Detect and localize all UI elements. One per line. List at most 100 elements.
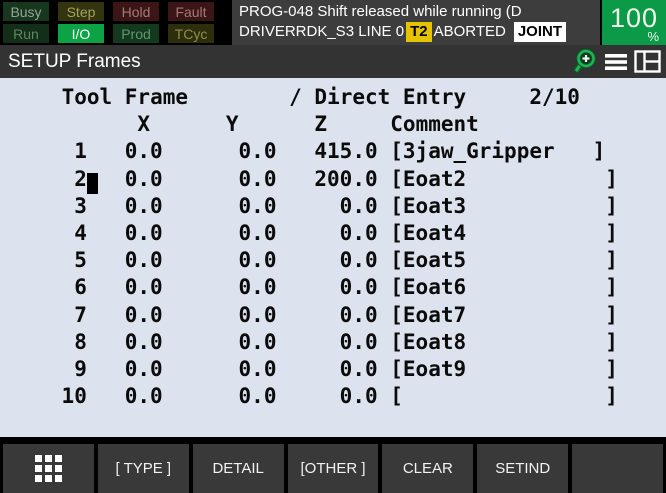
frame-x-value[interactable]: 0.0 <box>124 329 163 354</box>
aborted-status-text: ABORTED <box>433 23 506 40</box>
status-led-step: Step <box>58 2 104 21</box>
table-row[interactable]: 10 0.0 0.0 0.0 [ ] <box>11 383 666 410</box>
frame-number: 8 <box>74 329 87 354</box>
frame-y-value[interactable]: 0.0 <box>238 384 277 409</box>
frame-z-value[interactable]: 0.0 <box>339 275 378 300</box>
comment-open-bracket: [ <box>390 384 403 409</box>
comment-close-bracket: ] <box>605 275 618 300</box>
table-row[interactable]: 3 0.0 0.0 0.0 [Eoat3 ] <box>11 193 666 220</box>
softkey-detail[interactable]: DETAIL <box>192 444 284 493</box>
split-panes-icon[interactable] <box>634 50 661 73</box>
frame-y-value[interactable]: 0.0 <box>238 275 277 300</box>
frame-x-value[interactable]: 0.0 <box>124 356 163 381</box>
softkey-bar: [ TYPE ] DETAIL [OTHER ] CLEAR SETIND <box>0 437 666 493</box>
t2-mode-badge: T2 <box>406 22 432 42</box>
frame-comment-value[interactable]: 3jaw_Gripper <box>402 139 593 164</box>
comment-close-bracket: ] <box>605 166 618 191</box>
frame-number: 6 <box>74 275 87 300</box>
alarm-message-line2: DRIVERRDK_S3 LINE 0 T2 ABORTED JOINT <box>239 22 600 42</box>
comment-open-bracket: [ <box>390 166 403 191</box>
comment-open-bracket: [ <box>390 302 403 327</box>
comment-close-bracket: ] <box>605 302 618 327</box>
frame-y-value[interactable]: 0.0 <box>238 193 277 218</box>
frame-x-value[interactable]: 0.0 <box>124 193 163 218</box>
menu-grid-button[interactable] <box>3 444 94 493</box>
frame-number: 3 <box>74 193 87 218</box>
table-row[interactable]: 4 0.0 0.0 0.0 [Eoat4 ] <box>11 220 666 247</box>
frame-number: 2 <box>74 166 87 191</box>
frame-comment-value[interactable]: Eoat2 <box>402 166 606 191</box>
joint-coord-badge: JOINT <box>513 22 567 42</box>
table-header-row1: Tool Frame / Direct Entry 2/10 <box>11 84 666 111</box>
comment-close-bracket: ] <box>605 248 618 273</box>
alarm-message-panel: PROG-048 Shift released while running (D… <box>232 0 600 45</box>
frame-z-value[interactable]: 0.0 <box>339 356 378 381</box>
alarm-message-line1: PROG-048 Shift released while running (D <box>239 3 522 20</box>
frame-x-value[interactable]: 0.0 <box>124 220 163 245</box>
frame-number: 7 <box>74 302 87 327</box>
comment-open-bracket: [ <box>390 275 403 300</box>
frame-x-value[interactable]: 0.0 <box>124 302 163 327</box>
comment-open-bracket: [ <box>390 329 403 354</box>
frame-y-value[interactable]: 0.0 <box>238 166 277 191</box>
menu-icon[interactable] <box>604 51 628 73</box>
frame-z-value[interactable]: 0.0 <box>339 329 378 354</box>
frame-z-value[interactable]: 200.0 <box>314 166 378 191</box>
status-led-fault: Fault <box>168 2 214 21</box>
table-row[interactable]: 1 0.0 0.0 415.0 [3jaw_Gripper ] <box>11 138 666 165</box>
frame-comment-value[interactable]: Eoat9 <box>402 356 606 381</box>
column-header-comment: Comment <box>390 112 479 137</box>
table-header-row2: X Y Z Comment <box>11 111 666 138</box>
frame-x-value[interactable]: 0.0 <box>124 248 163 273</box>
frame-y-value[interactable]: 0.0 <box>238 220 277 245</box>
softkey-type[interactable]: [ TYPE ] <box>97 444 189 493</box>
frame-comment-value[interactable]: Eoat3 <box>402 193 606 218</box>
comment-open-bracket: [ <box>390 139 403 164</box>
table-row[interactable]: 5 0.0 0.0 0.0 [Eoat5 ] <box>11 247 666 274</box>
frame-number: 1 <box>74 139 87 164</box>
frame-z-value[interactable]: 0.0 <box>339 248 378 273</box>
frame-z-value[interactable]: 0.0 <box>339 384 378 409</box>
softkey-clear[interactable]: CLEAR <box>382 444 474 493</box>
comment-close-bracket: ] <box>605 193 618 218</box>
table-row[interactable]: 9 0.0 0.0 0.0 [Eoat9 ] <box>11 356 666 383</box>
zoom-icon[interactable] <box>572 48 598 75</box>
frame-comment-value[interactable]: Eoat8 <box>402 329 606 354</box>
frame-x-value[interactable]: 0.0 <box>124 275 163 300</box>
column-header-y: Y <box>225 112 239 137</box>
frame-z-value[interactable]: 0.0 <box>339 220 378 245</box>
table-row[interactable]: 7 0.0 0.0 0.0 [Eoat7 ] <box>11 302 666 329</box>
table-row[interactable]: 8 0.0 0.0 0.0 [Eoat8 ] <box>11 329 666 356</box>
frame-y-value[interactable]: 0.0 <box>238 356 277 381</box>
menu-grid-icon <box>34 455 62 482</box>
frame-y-value[interactable]: 0.0 <box>238 329 277 354</box>
softkey-empty[interactable] <box>572 444 664 493</box>
frame-z-value[interactable]: 415.0 <box>314 139 378 164</box>
frame-number: 10 <box>61 384 87 409</box>
frame-comment-value[interactable]: Eoat5 <box>402 248 606 273</box>
frame-x-value[interactable]: 0.0 <box>124 139 163 164</box>
softkey-setind[interactable]: SETIND <box>477 444 569 493</box>
frame-comment-value[interactable] <box>403 384 605 408</box>
frame-x-value[interactable]: 0.0 <box>124 384 163 409</box>
status-bar: Busy Step Hold Fault Run I/O Prod TCyc PROG-048… <box>0 0 666 45</box>
program-status-text: DRIVERRDK_S3 LINE 0 <box>239 23 405 40</box>
table-row[interactable]: 2 0.0 0.0 200.0 [Eoat2 ] <box>11 166 666 194</box>
frame-y-value[interactable]: 0.0 <box>238 248 277 273</box>
comment-open-bracket: [ <box>390 220 403 245</box>
comment-close-bracket: ] <box>605 356 618 381</box>
comment-close-bracket: ] <box>605 384 618 409</box>
frame-y-value[interactable]: 0.0 <box>238 302 277 327</box>
frame-number: 5 <box>74 248 87 273</box>
override-speed-unit: % <box>647 29 659 44</box>
override-speed-indicator: 100 % <box>602 0 666 45</box>
frame-comment-value[interactable]: Eoat7 <box>402 302 606 327</box>
frame-comment-value[interactable]: Eoat4 <box>402 220 606 245</box>
table-row[interactable]: 6 0.0 0.0 0.0 [Eoat6 ] <box>11 274 666 301</box>
frame-y-value[interactable]: 0.0 <box>238 139 277 164</box>
frame-comment-value[interactable]: Eoat6 <box>402 275 606 300</box>
frame-x-value[interactable]: 0.0 <box>124 166 163 191</box>
softkey-other[interactable]: [OTHER ] <box>287 444 379 493</box>
frame-z-value[interactable]: 0.0 <box>339 193 378 218</box>
frame-z-value[interactable]: 0.0 <box>339 302 378 327</box>
